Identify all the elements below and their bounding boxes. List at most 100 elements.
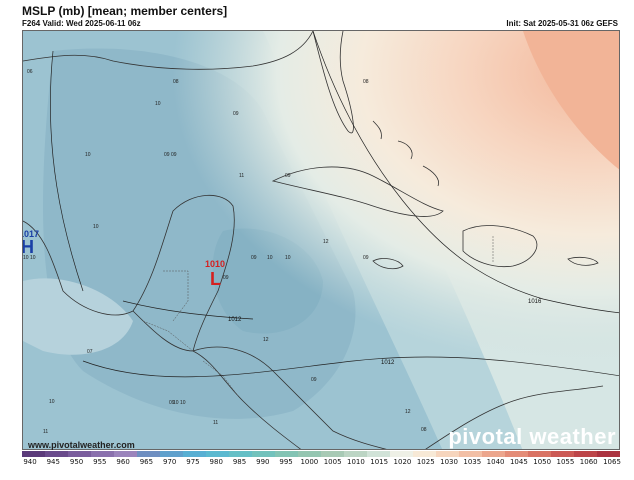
borders	[142, 236, 494, 397]
colorbar-tick-label: 985	[232, 458, 247, 466]
colorbar-tick-label: 1035	[463, 458, 482, 466]
colorbar-swatch	[321, 451, 344, 457]
colorbar-tick-label: 940	[23, 458, 37, 466]
colorbar-swatch	[183, 451, 206, 457]
colorbar-tick-label: 1030	[440, 458, 458, 466]
member-center-label: 06	[27, 69, 33, 75]
member-center-label: 10	[285, 255, 291, 261]
colorbar-swatch	[459, 451, 482, 457]
init-time: Init: Sat 2025-05-31 06z GEFS	[506, 19, 618, 28]
colorbar-swatch	[482, 451, 505, 457]
colorbar-swatch	[275, 451, 298, 457]
high-core-area	[523, 31, 619, 170]
colorbar-swatch	[390, 451, 413, 457]
colorbar-tick-label: 1000	[300, 458, 319, 466]
colorbar-tick-label: 1055	[556, 458, 575, 466]
member-center-label: 07	[87, 349, 93, 355]
colorbar-tick-label: 1040	[486, 458, 505, 466]
west-light-area	[23, 278, 133, 355]
member-center-label: 09	[285, 173, 291, 179]
member-center-label: 11	[213, 420, 218, 426]
colorbar-swatch	[206, 451, 229, 457]
colorbar-swatch	[91, 451, 114, 457]
member-center-label: 09	[251, 255, 257, 261]
colorbar-tick-label: 950	[69, 458, 84, 466]
isobar-west	[49, 50, 84, 292]
member-center-label: 10 10	[173, 400, 186, 406]
member-center-label: 10	[267, 255, 273, 261]
member-center-label: 09	[311, 377, 317, 383]
colorbar-tick-label: 955	[93, 458, 107, 466]
low-pressure-center[interactable]: 1010 L	[205, 259, 225, 289]
colorbar-tick-label: 975	[186, 458, 200, 466]
colorbar-swatch	[229, 451, 252, 457]
member-center-label: 08	[363, 79, 369, 85]
colorbar-tick-label: 945	[46, 458, 60, 466]
member-center-label: 09	[169, 400, 175, 406]
colorbar-tick-label: 1060	[579, 458, 598, 466]
member-center-label: 10	[93, 224, 99, 230]
colorbar-tick-label: 1010	[346, 458, 365, 466]
member-center-label: 08	[173, 79, 179, 85]
colorbar-tick-label: 970	[162, 458, 177, 466]
high-pressure-area	[23, 31, 619, 449]
colorbar-tick-label: 980	[209, 458, 223, 466]
colorbar-tick-label: 995	[279, 458, 293, 466]
weather-map[interactable]: 1016 1012 1012 08 10 09 10 11 09 08 10 1…	[22, 30, 620, 450]
isobar-label: 1016	[528, 299, 542, 305]
isobar-1012-north	[122, 300, 254, 320]
brand-logo: pivotal weather	[448, 424, 616, 449]
member-center-label: 12	[405, 409, 411, 415]
member-center-label: 09	[223, 275, 229, 281]
isobar-label: 1012	[381, 360, 395, 366]
colorbar-swatch	[413, 451, 436, 457]
high-pressure-center[interactable]: 1017 H	[23, 229, 39, 257]
colorbar-swatch	[137, 451, 160, 457]
high-center-symbol: H	[23, 237, 34, 257]
colorbar-swatch	[574, 451, 597, 457]
member-center-label: 08	[421, 427, 427, 433]
colorbar-tick-label: 1025	[416, 458, 435, 466]
colorbar-tick-label: 1020	[393, 458, 412, 466]
member-center-label: 10	[49, 399, 55, 405]
colorbar-tick-label: 965	[139, 458, 154, 466]
colorbar-swatch	[551, 451, 574, 457]
valid-time: F264 Valid: Wed 2025-06-11 06z	[22, 19, 141, 28]
colorbar-swatch	[298, 451, 321, 457]
colorbar-swatch	[344, 451, 367, 457]
member-center-label: 10	[85, 152, 91, 158]
colorbar-tick-label: 1015	[370, 458, 389, 466]
website-url[interactable]: www.pivotalweather.com	[28, 440, 135, 450]
colorbar-tick-label: 1065	[603, 458, 621, 466]
member-center-label: 10 10	[23, 255, 36, 261]
colorbar-swatch	[252, 451, 275, 457]
colorbar-swatch	[114, 451, 137, 457]
low-center-symbol: L	[210, 269, 221, 289]
colorbar-swatch	[597, 451, 620, 457]
member-center-label: 09	[363, 255, 369, 261]
member-center-label: 09	[233, 111, 239, 117]
colorbar-swatch	[436, 451, 459, 457]
pressure-colorbar	[22, 451, 620, 457]
colorbar-swatch	[367, 451, 390, 457]
member-center-label: 09 09	[164, 152, 177, 158]
colorbar-swatch	[505, 451, 528, 457]
colorbar-tick-label: 960	[116, 458, 130, 466]
member-center-label: 11	[43, 429, 48, 435]
high-center-value: 1017	[23, 229, 39, 239]
member-center-label: 11	[239, 173, 244, 179]
isobars	[49, 31, 619, 378]
map-title: MSLP (mb) [mean; member centers]	[22, 4, 228, 18]
colorbar-swatch	[22, 451, 45, 457]
isobar-1012-south	[82, 356, 619, 378]
colorbar-tick-label: 1005	[323, 458, 342, 466]
isobar-label: 1012	[228, 317, 242, 323]
isobar-1016	[312, 31, 619, 314]
member-center-label: 12	[323, 239, 329, 245]
colorbar-ticks: 940 945 950 955 960 965 970 975 980 985 990 995 1000…	[22, 458, 621, 468]
colorbar-swatch	[68, 451, 91, 457]
low-center-value: 1010	[205, 259, 225, 269]
colorbar-tick-label: 990	[256, 458, 270, 466]
member-center-label: 10	[155, 101, 161, 107]
colorbar-tick-label: 1050	[533, 458, 552, 466]
